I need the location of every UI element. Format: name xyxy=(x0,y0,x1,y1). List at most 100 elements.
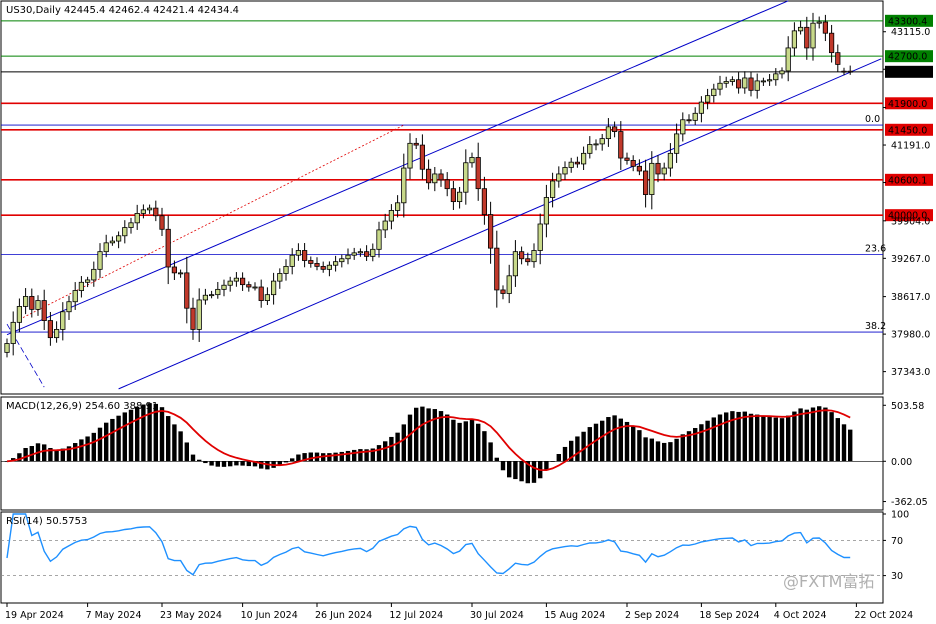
macd-bar xyxy=(755,414,760,462)
macd-bar xyxy=(631,425,636,462)
candle-body xyxy=(506,275,512,294)
macd-bar xyxy=(296,454,301,462)
macd-bar xyxy=(234,461,239,466)
macd-bar xyxy=(730,411,735,462)
candle-body xyxy=(382,220,388,231)
candle-body xyxy=(847,70,853,73)
level-tag xyxy=(885,97,933,110)
macd-bar xyxy=(203,461,208,464)
macd-bar xyxy=(339,451,344,462)
rsi-y-tick-label: 30 xyxy=(891,571,903,582)
level-label: 42434.4 xyxy=(888,67,927,78)
macd-bar xyxy=(401,424,406,462)
candle-body xyxy=(543,197,550,225)
chart-header-info: US30,Daily 42445.4 42462.4 42421.4 42434… xyxy=(6,5,239,16)
candle-body xyxy=(674,133,680,154)
candle-body xyxy=(791,30,798,49)
macd-bar xyxy=(786,415,791,462)
candle-body xyxy=(351,252,357,256)
macd-bar xyxy=(91,432,96,462)
candle-body xyxy=(798,26,804,32)
macd-bar xyxy=(259,461,264,469)
candle-body xyxy=(568,161,574,168)
candle-body xyxy=(153,207,159,217)
candle-body xyxy=(618,131,624,159)
macd-bar xyxy=(686,431,692,462)
macd-bar xyxy=(500,461,506,471)
macd-bar xyxy=(612,415,617,462)
macd-bar xyxy=(327,453,332,462)
macd-bar xyxy=(364,449,369,462)
candle-body xyxy=(103,242,109,253)
x-tick-label: 12 Jul 2024 xyxy=(389,610,443,621)
macd-bar xyxy=(519,461,524,482)
channel-line xyxy=(6,0,789,336)
macd-bar xyxy=(358,449,363,462)
macd-bar xyxy=(469,419,475,462)
candle-body xyxy=(54,329,60,339)
candle-body xyxy=(655,162,661,175)
candle-body xyxy=(289,254,295,267)
macd-bar xyxy=(153,403,158,462)
level-tag xyxy=(885,173,933,186)
candle-body xyxy=(581,152,587,165)
candle-body xyxy=(221,284,227,290)
candle-body xyxy=(339,258,345,263)
candle-body xyxy=(425,168,432,184)
macd-bar xyxy=(562,446,568,462)
candle-body xyxy=(636,165,643,172)
macd-bar xyxy=(252,461,258,467)
candle-body xyxy=(326,264,333,270)
y-tick-label: 43115.0 xyxy=(891,27,930,38)
macd-bar xyxy=(240,461,245,466)
candle-body xyxy=(165,228,171,268)
macd-bar xyxy=(29,446,34,462)
macd-bar xyxy=(550,461,555,462)
candle-body xyxy=(432,173,438,184)
macd-bar xyxy=(531,461,537,483)
macd-bar xyxy=(451,419,456,462)
candle-body xyxy=(128,222,134,228)
level-tag xyxy=(885,50,933,63)
candle-body xyxy=(41,300,47,321)
candle-body xyxy=(475,157,481,190)
y-tick-label: 37980.0 xyxy=(891,330,930,341)
candle-body xyxy=(363,251,370,257)
candle-body xyxy=(264,294,271,301)
macd-bar xyxy=(277,461,282,466)
candle-body xyxy=(829,32,835,54)
candle-body xyxy=(401,167,407,204)
macd-bar xyxy=(389,436,394,462)
macd-bar xyxy=(525,461,530,484)
macd-bar xyxy=(79,439,84,462)
macd-bar xyxy=(48,448,53,462)
candle-body xyxy=(729,79,736,82)
candle-body xyxy=(500,289,506,294)
candle-body xyxy=(376,229,382,250)
macd-bar xyxy=(122,412,127,462)
macd-bar xyxy=(228,461,233,467)
macd-bar xyxy=(110,418,115,462)
candle-body xyxy=(723,81,729,84)
macd-bar xyxy=(810,407,816,462)
x-tick-label: 19 Apr 2024 xyxy=(5,610,64,621)
macd-bar xyxy=(476,423,481,462)
candle-body xyxy=(196,299,202,330)
candle-body xyxy=(320,265,326,270)
x-tick-label: 2 Sep 2024 xyxy=(625,610,679,621)
macd-bar xyxy=(376,445,382,462)
rsi-header-info: RSI(14) 50.5753 xyxy=(6,516,87,527)
macd-bar xyxy=(414,407,419,462)
candle-body xyxy=(742,77,748,89)
macd-bar xyxy=(544,461,549,471)
macd-bar xyxy=(817,406,822,462)
candle-body xyxy=(531,250,537,263)
level-label: 42700.0 xyxy=(888,52,927,63)
macd-signal-line xyxy=(6,409,851,472)
candle-body xyxy=(822,21,829,34)
macd-bar xyxy=(17,453,22,462)
macd-bar xyxy=(184,442,189,462)
x-tick-label: 22 Oct 2024 xyxy=(854,610,913,621)
macd-bar xyxy=(773,417,778,462)
level-tag xyxy=(885,123,933,136)
